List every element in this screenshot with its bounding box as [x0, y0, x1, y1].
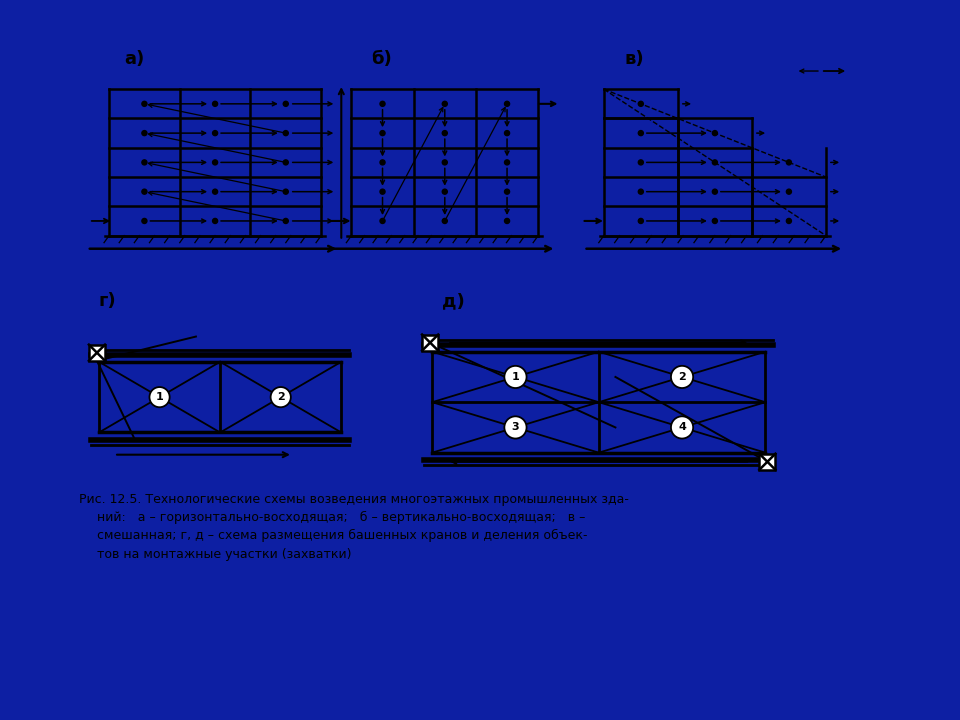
Circle shape [443, 102, 447, 107]
Circle shape [505, 218, 510, 223]
Text: Рис. 12.5. Технологические схемы возведения многоэтажных промышленных зда-: Рис. 12.5. Технологические схемы возведе… [79, 493, 629, 506]
Text: 1: 1 [512, 372, 519, 382]
Circle shape [671, 416, 693, 438]
Text: тов на монтажные участки (захватки): тов на монтажные участки (захватки) [97, 548, 351, 561]
Circle shape [443, 160, 447, 165]
Circle shape [142, 218, 147, 223]
Circle shape [142, 189, 147, 194]
Circle shape [142, 102, 147, 107]
Bar [759, 454, 776, 470]
Text: б): б) [372, 50, 393, 68]
Circle shape [505, 160, 510, 165]
Circle shape [142, 160, 147, 165]
Text: 2: 2 [678, 372, 686, 382]
Circle shape [443, 189, 447, 194]
Text: а): а) [124, 50, 144, 68]
Text: ний:   а – горизонтально-восходящая;   б – вертикально-восходящая;   в –: ний: а – горизонтально-восходящая; б – в… [97, 511, 586, 524]
Circle shape [150, 387, 170, 408]
Circle shape [380, 189, 385, 194]
Circle shape [638, 102, 643, 107]
Circle shape [786, 189, 791, 194]
Circle shape [142, 130, 147, 135]
Circle shape [638, 218, 643, 223]
Circle shape [638, 189, 643, 194]
Text: 3: 3 [512, 423, 519, 433]
Circle shape [380, 160, 385, 165]
Circle shape [638, 130, 643, 135]
Circle shape [505, 189, 510, 194]
Circle shape [671, 366, 693, 388]
Text: д): д) [443, 292, 465, 310]
Circle shape [786, 218, 791, 223]
Circle shape [283, 160, 288, 165]
Circle shape [380, 130, 385, 135]
Circle shape [505, 130, 510, 135]
Bar [422, 335, 438, 351]
Bar [89, 345, 105, 361]
Circle shape [443, 130, 447, 135]
Text: 2: 2 [276, 392, 284, 402]
Circle shape [212, 189, 218, 194]
Circle shape [504, 416, 527, 438]
Circle shape [283, 102, 288, 107]
Circle shape [443, 218, 447, 223]
Circle shape [712, 130, 717, 135]
Circle shape [504, 366, 527, 388]
Circle shape [212, 218, 218, 223]
Circle shape [380, 102, 385, 107]
Circle shape [786, 160, 791, 165]
Text: смешанная; г, д – схема размещения башенных кранов и деления объек-: смешанная; г, д – схема размещения башен… [97, 529, 588, 542]
Circle shape [712, 160, 717, 165]
Text: 4: 4 [678, 423, 686, 433]
Circle shape [271, 387, 291, 408]
Text: 1: 1 [156, 392, 163, 402]
Circle shape [380, 218, 385, 223]
Text: г): г) [99, 292, 116, 310]
Circle shape [505, 102, 510, 107]
Circle shape [712, 189, 717, 194]
Circle shape [212, 102, 218, 107]
Circle shape [712, 218, 717, 223]
Circle shape [212, 130, 218, 135]
Circle shape [283, 130, 288, 135]
Text: в): в) [624, 50, 643, 68]
Circle shape [283, 189, 288, 194]
Circle shape [212, 160, 218, 165]
Circle shape [638, 160, 643, 165]
Circle shape [283, 218, 288, 223]
